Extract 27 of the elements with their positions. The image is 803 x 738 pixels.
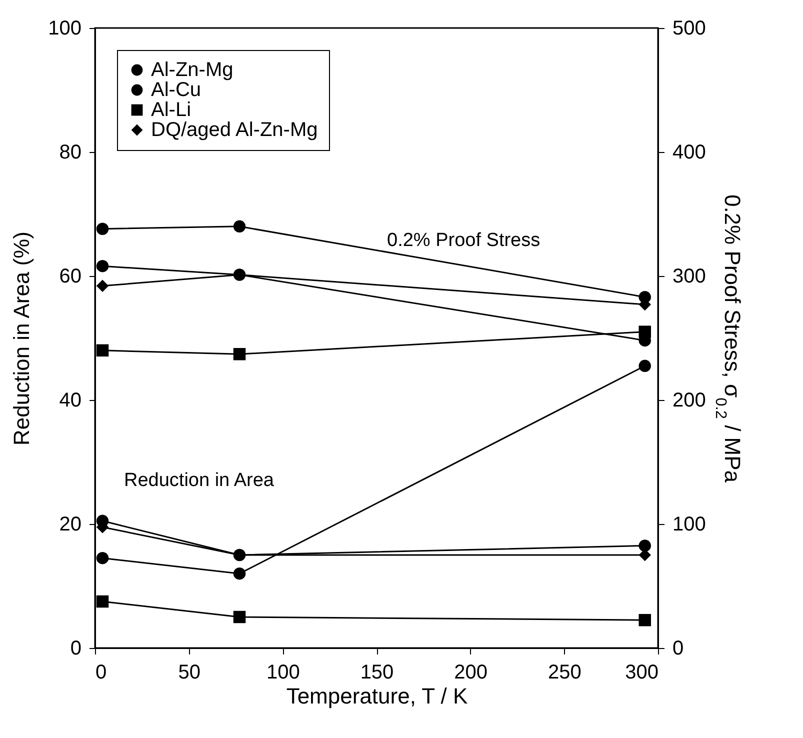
y2-tick-label: 400	[672, 142, 706, 164]
y-tick-label: 100	[48, 18, 82, 40]
legend-label: Al-Li	[151, 99, 192, 121]
y-tick-label: 0	[70, 638, 82, 660]
x-tick-label: 200	[454, 662, 488, 684]
y2-tick-label: 100	[672, 514, 706, 536]
y-tick-label: 40	[59, 390, 82, 412]
legend-label: DQ/aged Al-Zn-Mg	[151, 119, 318, 141]
x-tick-label: 0	[96, 662, 107, 684]
x-tick-label: 50	[178, 662, 200, 684]
y-tick-label: 80	[59, 142, 82, 164]
x-tick-label: 150	[360, 662, 394, 684]
y2-tick-label: 500	[672, 18, 706, 40]
x-tick-label: 250	[548, 662, 582, 684]
annotation: Reduction in Area	[124, 470, 274, 491]
y-tick-label: 20	[59, 514, 82, 536]
y-axis-title: Reduction in Area (%)	[9, 232, 34, 446]
x-tick-label: 300	[625, 662, 658, 684]
y2-tick-label: 0	[672, 638, 684, 660]
y-tick-label: 60	[59, 266, 82, 288]
x-tick-label: 100	[266, 662, 300, 684]
y2-tick-label: 200	[672, 390, 706, 412]
y2-tick-label: 300	[672, 266, 706, 288]
legend-label: Al-Cu	[151, 79, 202, 101]
legend-label: Al-Zn-Mg	[151, 59, 234, 81]
x-axis-title: Temperature, T / K	[286, 684, 468, 708]
annotation: 0.2% Proof Stress	[387, 230, 540, 251]
